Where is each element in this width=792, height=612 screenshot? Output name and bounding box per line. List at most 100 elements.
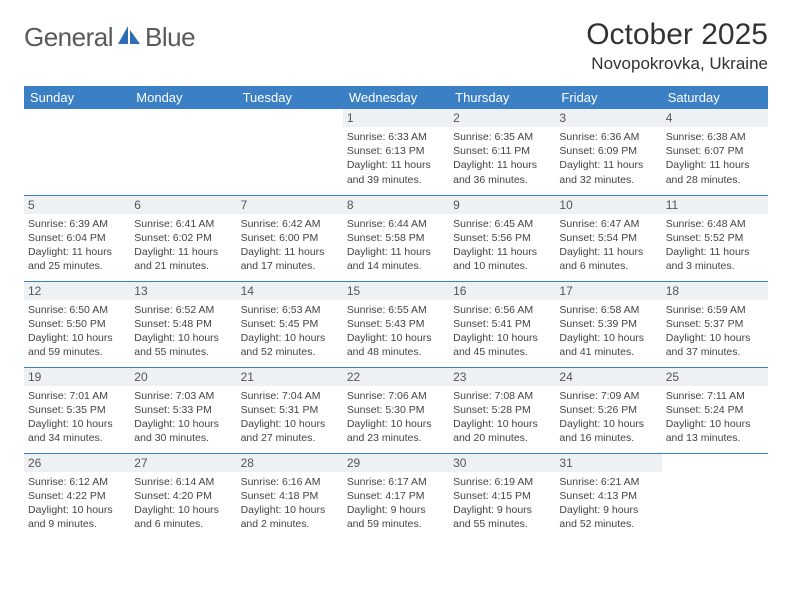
daylight-line: Daylight: 11 hours and 14 minutes. xyxy=(347,245,445,273)
day-cell xyxy=(662,453,768,539)
week-row: 12Sunrise: 6:50 AMSunset: 5:50 PMDayligh… xyxy=(24,281,768,367)
day-cell: 31Sunrise: 6:21 AMSunset: 4:13 PMDayligh… xyxy=(555,453,661,539)
day-number: 25 xyxy=(662,368,768,386)
day-number: 19 xyxy=(24,368,130,386)
day-cell: 20Sunrise: 7:03 AMSunset: 5:33 PMDayligh… xyxy=(130,367,236,453)
title-block: October 2025 Novopokrovka, Ukraine xyxy=(586,18,768,74)
sunrise-line: Sunrise: 6:17 AM xyxy=(347,475,445,489)
sunrise-line: Sunrise: 6:58 AM xyxy=(559,303,657,317)
sunset-line: Sunset: 5:58 PM xyxy=(347,231,445,245)
day-info: Sunrise: 6:39 AMSunset: 6:04 PMDaylight:… xyxy=(28,217,126,274)
sunset-line: Sunset: 5:52 PM xyxy=(666,231,764,245)
sunset-line: Sunset: 4:17 PM xyxy=(347,489,445,503)
day-number: 15 xyxy=(343,282,449,300)
day-info: Sunrise: 6:35 AMSunset: 6:11 PMDaylight:… xyxy=(453,130,551,187)
sunrise-line: Sunrise: 6:19 AM xyxy=(453,475,551,489)
sunrise-line: Sunrise: 6:53 AM xyxy=(241,303,339,317)
daylight-line: Daylight: 10 hours and 23 minutes. xyxy=(347,417,445,445)
day-info: Sunrise: 6:45 AMSunset: 5:56 PMDaylight:… xyxy=(453,217,551,274)
day-header: Sunday xyxy=(24,86,130,109)
logo-text-blue: Blue xyxy=(145,22,195,53)
day-number: 5 xyxy=(24,196,130,214)
sunrise-line: Sunrise: 6:38 AM xyxy=(666,130,764,144)
daylight-line: Daylight: 10 hours and 59 minutes. xyxy=(28,331,126,359)
sunset-line: Sunset: 5:50 PM xyxy=(28,317,126,331)
day-cell xyxy=(237,109,343,195)
sunset-line: Sunset: 5:37 PM xyxy=(666,317,764,331)
daylight-line: Daylight: 10 hours and 30 minutes. xyxy=(134,417,232,445)
day-info: Sunrise: 6:38 AMSunset: 6:07 PMDaylight:… xyxy=(666,130,764,187)
day-number: 20 xyxy=(130,368,236,386)
day-info: Sunrise: 6:17 AMSunset: 4:17 PMDaylight:… xyxy=(347,475,445,532)
sunrise-line: Sunrise: 6:21 AM xyxy=(559,475,657,489)
day-info: Sunrise: 7:09 AMSunset: 5:26 PMDaylight:… xyxy=(559,389,657,446)
sunset-line: Sunset: 4:18 PM xyxy=(241,489,339,503)
daylight-line: Daylight: 10 hours and 2 minutes. xyxy=(241,503,339,531)
day-cell: 23Sunrise: 7:08 AMSunset: 5:28 PMDayligh… xyxy=(449,367,555,453)
day-info: Sunrise: 7:11 AMSunset: 5:24 PMDaylight:… xyxy=(666,389,764,446)
sunrise-line: Sunrise: 6:47 AM xyxy=(559,217,657,231)
day-cell xyxy=(130,109,236,195)
day-info: Sunrise: 6:14 AMSunset: 4:20 PMDaylight:… xyxy=(134,475,232,532)
month-title: October 2025 xyxy=(586,18,768,52)
day-cell: 10Sunrise: 6:47 AMSunset: 5:54 PMDayligh… xyxy=(555,195,661,281)
day-cell: 11Sunrise: 6:48 AMSunset: 5:52 PMDayligh… xyxy=(662,195,768,281)
day-info: Sunrise: 7:04 AMSunset: 5:31 PMDaylight:… xyxy=(241,389,339,446)
daylight-line: Daylight: 10 hours and 48 minutes. xyxy=(347,331,445,359)
day-info: Sunrise: 6:19 AMSunset: 4:15 PMDaylight:… xyxy=(453,475,551,532)
day-info: Sunrise: 6:52 AMSunset: 5:48 PMDaylight:… xyxy=(134,303,232,360)
day-number: 24 xyxy=(555,368,661,386)
daylight-line: Daylight: 10 hours and 37 minutes. xyxy=(666,331,764,359)
day-cell: 2Sunrise: 6:35 AMSunset: 6:11 PMDaylight… xyxy=(449,109,555,195)
day-cell: 5 Sunrise: 6:39 AMSunset: 6:04 PMDaylight… xyxy=(24,195,130,281)
day-cell: 12Sunrise: 6:50 AMSunset: 5:50 PMDayligh… xyxy=(24,281,130,367)
sunrise-line: Sunrise: 6:55 AM xyxy=(347,303,445,317)
week-row: 1Sunrise: 6:33 AMSunset: 6:13 PMDaylight… xyxy=(24,109,768,195)
day-header: Tuesday xyxy=(237,86,343,109)
sunrise-line: Sunrise: 7:08 AM xyxy=(453,389,551,403)
day-header: Thursday xyxy=(449,86,555,109)
sunrise-line: Sunrise: 7:01 AM xyxy=(28,389,126,403)
day-cell: 4 Sunrise: 6:38 AMSunset: 6:07 PMDaylight… xyxy=(662,109,768,195)
day-number: 4 xyxy=(662,109,768,127)
day-cell: 25 Sunrise: 7:11 AMSunset: 5:24 PMDayligh… xyxy=(662,367,768,453)
sunrise-line: Sunrise: 6:33 AM xyxy=(347,130,445,144)
day-info: Sunrise: 6:44 AMSunset: 5:58 PMDaylight:… xyxy=(347,217,445,274)
day-cell: 1Sunrise: 6:33 AMSunset: 6:13 PMDaylight… xyxy=(343,109,449,195)
day-cell: 6Sunrise: 6:41 AMSunset: 6:02 PMDaylight… xyxy=(130,195,236,281)
sunset-line: Sunset: 4:13 PM xyxy=(559,489,657,503)
sunrise-line: Sunrise: 6:36 AM xyxy=(559,130,657,144)
sunrise-line: Sunrise: 6:48 AM xyxy=(666,217,764,231)
sunrise-line: Sunrise: 7:09 AM xyxy=(559,389,657,403)
sunrise-line: Sunrise: 6:41 AM xyxy=(134,217,232,231)
sunset-line: Sunset: 5:30 PM xyxy=(347,403,445,417)
daylight-line: Daylight: 10 hours and 16 minutes. xyxy=(559,417,657,445)
day-cell: 13Sunrise: 6:52 AMSunset: 5:48 PMDayligh… xyxy=(130,281,236,367)
day-cell: 28Sunrise: 6:16 AMSunset: 4:18 PMDayligh… xyxy=(237,453,343,539)
day-info: Sunrise: 6:58 AMSunset: 5:39 PMDaylight:… xyxy=(559,303,657,360)
daylight-line: Daylight: 11 hours and 36 minutes. xyxy=(453,158,551,186)
sunset-line: Sunset: 5:56 PM xyxy=(453,231,551,245)
day-info: Sunrise: 6:41 AMSunset: 6:02 PMDaylight:… xyxy=(134,217,232,274)
day-cell: 26Sunrise: 6:12 AMSunset: 4:22 PMDayligh… xyxy=(24,453,130,539)
day-number: 23 xyxy=(449,368,555,386)
daylight-line: Daylight: 10 hours and 55 minutes. xyxy=(134,331,232,359)
day-info: Sunrise: 6:33 AMSunset: 6:13 PMDaylight:… xyxy=(347,130,445,187)
day-number: 12 xyxy=(24,282,130,300)
day-info: Sunrise: 7:01 AMSunset: 5:35 PMDaylight:… xyxy=(28,389,126,446)
sunset-line: Sunset: 5:28 PM xyxy=(453,403,551,417)
day-info: Sunrise: 6:36 AMSunset: 6:09 PMDaylight:… xyxy=(559,130,657,187)
sunset-line: Sunset: 5:35 PM xyxy=(28,403,126,417)
day-cell: 9Sunrise: 6:45 AMSunset: 5:56 PMDaylight… xyxy=(449,195,555,281)
day-info: Sunrise: 6:48 AMSunset: 5:52 PMDaylight:… xyxy=(666,217,764,274)
day-number: 3 xyxy=(555,109,661,127)
calendar-body: 1Sunrise: 6:33 AMSunset: 6:13 PMDaylight… xyxy=(24,109,768,539)
daylight-line: Daylight: 10 hours and 52 minutes. xyxy=(241,331,339,359)
sunset-line: Sunset: 6:07 PM xyxy=(666,144,764,158)
sunset-line: Sunset: 6:02 PM xyxy=(134,231,232,245)
day-number: 21 xyxy=(237,368,343,386)
day-info: Sunrise: 6:53 AMSunset: 5:45 PMDaylight:… xyxy=(241,303,339,360)
daylight-line: Daylight: 10 hours and 34 minutes. xyxy=(28,417,126,445)
day-cell: 17Sunrise: 6:58 AMSunset: 5:39 PMDayligh… xyxy=(555,281,661,367)
day-number: 8 xyxy=(343,196,449,214)
